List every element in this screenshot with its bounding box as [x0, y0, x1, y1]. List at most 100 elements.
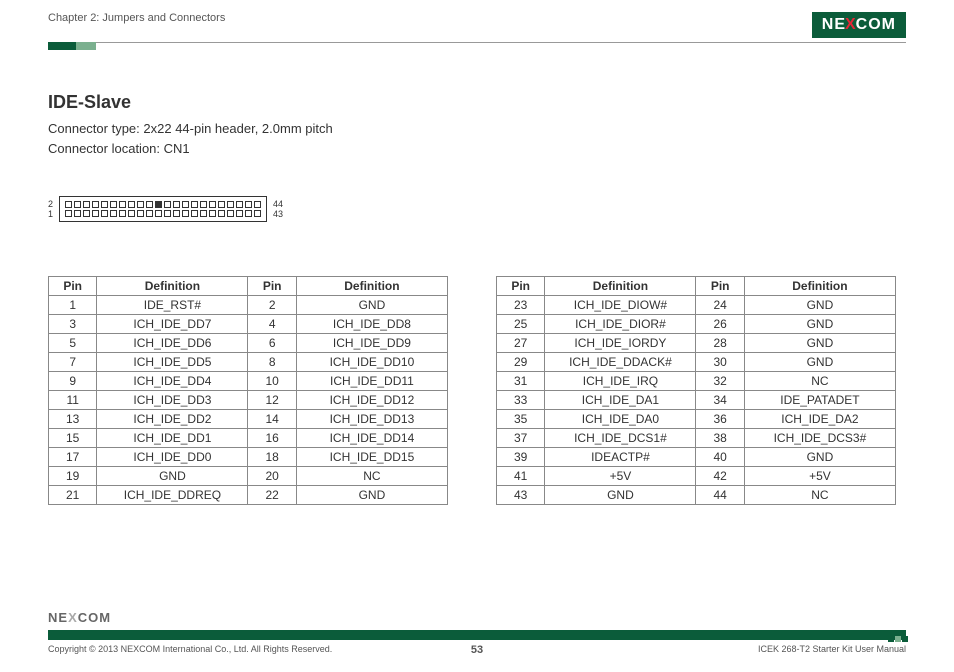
- table-cell: ICH_IDE_DD7: [97, 315, 248, 334]
- page-number: 53: [471, 644, 483, 656]
- table-cell: ICH_IDE_DCS1#: [545, 429, 696, 448]
- table-cell: ICH_IDE_DD9: [296, 334, 447, 353]
- table-cell: +5V: [744, 467, 895, 486]
- table-cell: GND: [97, 467, 248, 486]
- table-cell: 22: [248, 486, 296, 505]
- pin-square: [119, 210, 126, 217]
- pin-square: [110, 210, 117, 217]
- table-cell: ICH_IDE_DIOW#: [545, 296, 696, 315]
- pin-square: [182, 201, 189, 208]
- table-cell: 20: [248, 467, 296, 486]
- table-cell: 42: [696, 467, 744, 486]
- table-cell: 33: [497, 391, 545, 410]
- page-footer: NEXCOM Copyright © 2013 NEXCOM Internati…: [48, 630, 906, 654]
- pin-square: [83, 210, 90, 217]
- table-cell: 2: [248, 296, 296, 315]
- table-cell: 13: [49, 410, 97, 429]
- table-cell: ICH_IDE_DCS3#: [744, 429, 895, 448]
- section-title: IDE-Slave: [48, 92, 906, 113]
- pin-square: [227, 210, 234, 217]
- table-row: 23ICH_IDE_DIOW#24GND: [497, 296, 896, 315]
- table-row: 1IDE_RST#2GND: [49, 296, 448, 315]
- table-row: 3ICH_IDE_DD74ICH_IDE_DD8: [49, 315, 448, 334]
- pin-square: [137, 210, 144, 217]
- table-row: 25ICH_IDE_DIOR#26GND: [497, 315, 896, 334]
- table-row: 15ICH_IDE_DD116ICH_IDE_DD14: [49, 429, 448, 448]
- table-cell: ICH_IDE_DD6: [97, 334, 248, 353]
- table-cell: ICH_IDE_DD2: [97, 410, 248, 429]
- pin-square: [227, 201, 234, 208]
- table-cell: 23: [497, 296, 545, 315]
- content-area: IDE-Slave Connector type: 2x22 44-pin he…: [48, 92, 906, 505]
- table-cell: 8: [248, 353, 296, 372]
- pin-square: [128, 210, 135, 217]
- pin-square: [191, 201, 198, 208]
- pin-square: [245, 210, 252, 217]
- table-cell: GND: [744, 296, 895, 315]
- table-cell: ICH_IDE_DA0: [545, 410, 696, 429]
- table-cell: 1: [49, 296, 97, 315]
- pin-square: [92, 210, 99, 217]
- table-cell: 27: [497, 334, 545, 353]
- footer-text-row: Copyright © 2013 NEXCOM International Co…: [48, 644, 906, 654]
- table-cell: GND: [545, 486, 696, 505]
- pin-square: [101, 201, 108, 208]
- table-cell: ICH_IDE_DD15: [296, 448, 447, 467]
- table-cell: NC: [296, 467, 447, 486]
- table-cell: GND: [296, 486, 447, 505]
- table-cell: 25: [497, 315, 545, 334]
- header-outline: [59, 196, 267, 222]
- table-cell: 44: [696, 486, 744, 505]
- pin-square: [236, 201, 243, 208]
- table-cell: 36: [696, 410, 744, 429]
- pin-row-top: [65, 201, 261, 208]
- table-cell: IDEACTP#: [545, 448, 696, 467]
- table-cell: 11: [49, 391, 97, 410]
- pin-label-44: 44: [273, 199, 283, 209]
- pinout-tables: PinDefinitionPinDefinition1IDE_RST#2GND3…: [48, 276, 906, 505]
- table-cell: 16: [248, 429, 296, 448]
- table-row: 9ICH_IDE_DD410ICH_IDE_DD11: [49, 372, 448, 391]
- table-cell: ICH_IDE_DD13: [296, 410, 447, 429]
- table-row: 13ICH_IDE_DD214ICH_IDE_DD13: [49, 410, 448, 429]
- pin-label-1: 1: [48, 209, 53, 219]
- table-cell: 26: [696, 315, 744, 334]
- pin-square: [119, 201, 126, 208]
- table-cell: ICH_IDE_DD12: [296, 391, 447, 410]
- pin-square: [209, 210, 216, 217]
- table-cell: 37: [497, 429, 545, 448]
- table-cell: GND: [744, 334, 895, 353]
- table-row: 35ICH_IDE_DA036ICH_IDE_DA2: [497, 410, 896, 429]
- pin-square: [110, 201, 117, 208]
- table-cell: 4: [248, 315, 296, 334]
- pin-square: [254, 201, 261, 208]
- table-cell: 14: [248, 410, 296, 429]
- pin-square: [65, 201, 72, 208]
- pin-square: [74, 210, 81, 217]
- table-cell: 39: [497, 448, 545, 467]
- pin-square: [155, 201, 162, 208]
- pin-label-left: 2 1: [48, 199, 53, 219]
- footer-logo-pre: NE: [48, 610, 68, 625]
- table-cell: 29: [497, 353, 545, 372]
- pin-label-43: 43: [273, 209, 283, 219]
- header-accent: [48, 42, 906, 50]
- table-cell: ICH_IDE_DD5: [97, 353, 248, 372]
- table-cell: NC: [744, 486, 895, 505]
- table-cell: 30: [696, 353, 744, 372]
- table-cell: 40: [696, 448, 744, 467]
- pin-square: [164, 210, 171, 217]
- pin-square: [155, 210, 162, 217]
- table-cell: GND: [744, 315, 895, 334]
- table-row: 43GND44NC: [497, 486, 896, 505]
- table-cell: 5: [49, 334, 97, 353]
- table-cell: ICH_IDE_DA2: [744, 410, 895, 429]
- pin-square: [236, 210, 243, 217]
- table-row: 37ICH_IDE_DCS1#38ICH_IDE_DCS3#: [497, 429, 896, 448]
- pin-square: [146, 201, 153, 208]
- table-header: Pin: [696, 277, 744, 296]
- table-row: 29ICH_IDE_DDACK#30GND: [497, 353, 896, 372]
- pin-label-right: 44 43: [273, 199, 283, 219]
- table-header: Definition: [296, 277, 447, 296]
- pin-square: [137, 201, 144, 208]
